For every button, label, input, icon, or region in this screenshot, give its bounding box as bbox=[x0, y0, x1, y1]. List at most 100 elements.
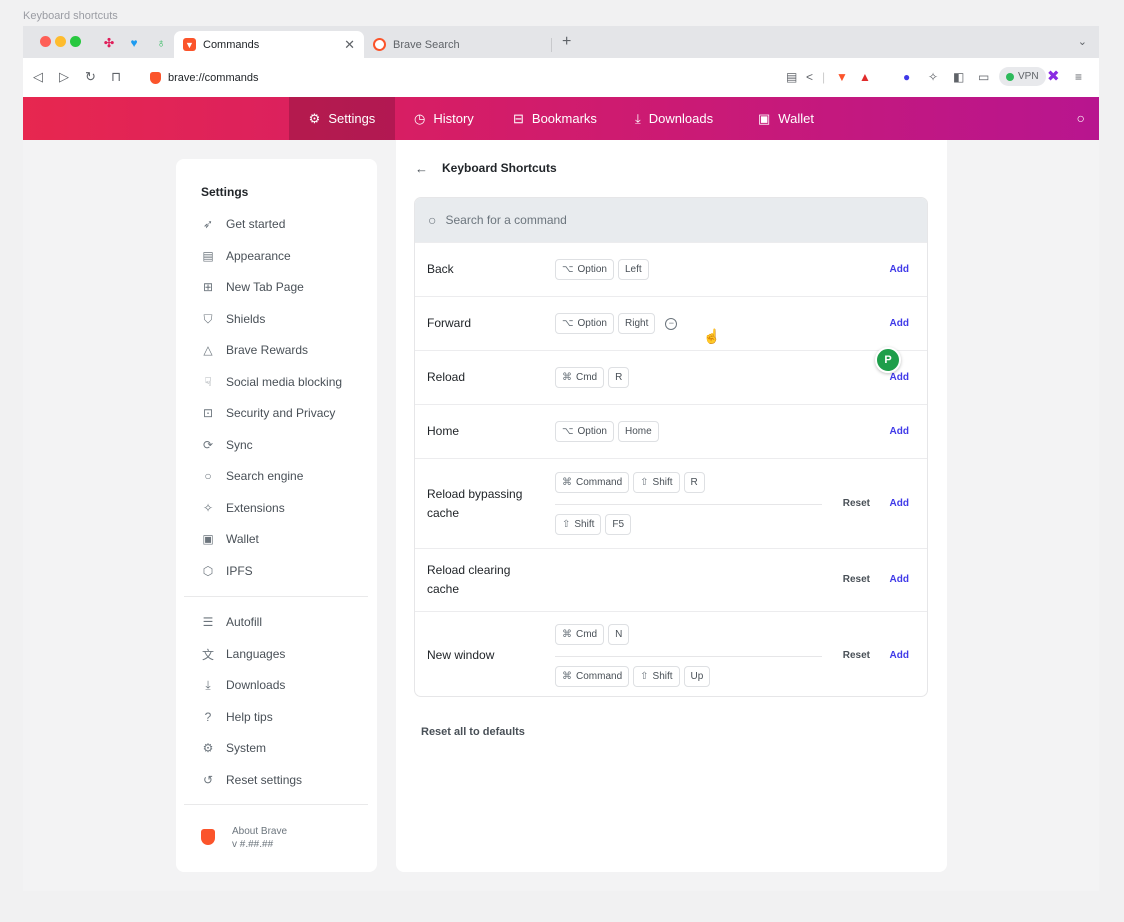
nav-label: Downloads bbox=[648, 111, 714, 126]
back-arrow-icon[interactable]: ← bbox=[415, 161, 428, 176]
key-cap: ⌥ Option bbox=[555, 259, 614, 280]
bookmark-icon: ⊟ bbox=[513, 110, 524, 126]
brave-shields-icon[interactable]: ▼ bbox=[836, 70, 848, 84]
tab-brave-search[interactable]: Brave Search bbox=[364, 31, 552, 58]
vpn-button[interactable]: VPN bbox=[999, 67, 1046, 86]
share-icon[interactable]: < bbox=[806, 70, 814, 84]
add-shortcut-button[interactable]: Add bbox=[889, 264, 909, 275]
history-icon: ◷ bbox=[414, 110, 426, 126]
reset-all-button[interactable]: Reset all to defaults bbox=[421, 726, 525, 738]
key-cap: Home bbox=[618, 421, 659, 442]
minimize-window-icon[interactable] bbox=[55, 36, 66, 47]
nav-wallet[interactable]: ▣ Wallet bbox=[758, 97, 814, 140]
reset-shortcut-button[interactable]: Reset bbox=[842, 498, 870, 509]
key-cap: F5 bbox=[605, 514, 632, 535]
remove-shortcut-icon[interactable]: − bbox=[665, 317, 678, 330]
key-cap: Up bbox=[683, 666, 711, 687]
sidebar-item-help-tips[interactable]: ? Help tips bbox=[201, 709, 273, 725]
add-shortcut-button[interactable]: Add bbox=[889, 650, 909, 661]
brave-logo-icon bbox=[201, 829, 215, 845]
nav-history[interactable]: ◷ History bbox=[414, 97, 474, 140]
shortcut[interactable]: ⌥ Option Home bbox=[555, 421, 663, 442]
pinned-tab-icon[interactable]: ♁ bbox=[156, 36, 166, 50]
tab-list-chevron-icon[interactable]: ⌄ bbox=[1077, 36, 1087, 48]
shortcut[interactable]: ⌘ Cmd N bbox=[555, 624, 633, 645]
address-bar[interactable]: brave://commands bbox=[140, 64, 886, 91]
password-manager-icon[interactable]: ● bbox=[903, 70, 911, 84]
about-brave-link[interactable]: About Brave v #.##.## bbox=[201, 826, 287, 850]
menu-icon[interactable]: ≡ bbox=[1075, 70, 1083, 84]
slack-pinned-tab-icon[interactable]: ✣ bbox=[103, 36, 115, 50]
shortcut[interactable]: ⌘ Command ⇧ Shift R bbox=[555, 472, 709, 493]
command-row-new-window: New window ⌘ Cmd N ⌘ Command ⇧ Shift Up Res… bbox=[415, 611, 927, 696]
sidebar-item-search-engine[interactable]: ○ Search engine bbox=[201, 468, 303, 484]
command-name: Reload clearing cache bbox=[427, 563, 511, 596]
tab-label: Brave Search bbox=[393, 38, 460, 51]
add-shortcut-button[interactable]: Add bbox=[889, 498, 909, 509]
sidebar-item-wallet[interactable]: ▣ Wallet bbox=[201, 531, 259, 547]
sidebar-item-system[interactable]: ⚙ System bbox=[201, 740, 266, 756]
frame-title: Keyboard shortcuts bbox=[23, 10, 118, 22]
shortcut[interactable]: ⌥ Option Left bbox=[555, 259, 653, 280]
reader-mode-icon[interactable]: ▤ bbox=[786, 70, 798, 84]
add-shortcut-button[interactable]: Add bbox=[889, 318, 909, 329]
vpn-status-icon bbox=[1006, 72, 1014, 81]
sidebar-item-extensions[interactable]: ✧ Extensions bbox=[201, 500, 285, 516]
back-arrow-icon[interactable]: ◁ bbox=[33, 69, 43, 84]
tab-separator bbox=[551, 38, 552, 52]
sidebar-icon[interactable]: ◧ bbox=[953, 70, 965, 84]
nav-bookmarks[interactable]: ⊟ Bookmarks bbox=[513, 97, 597, 140]
close-tab-icon[interactable]: ✕ bbox=[344, 36, 355, 52]
search-input[interactable]: ○ Search for a command bbox=[415, 198, 927, 242]
maximize-window-icon[interactable] bbox=[70, 36, 81, 47]
shortcut[interactable]: ⌘ Command ⇧ Shift Up bbox=[555, 666, 714, 687]
wallet-icon[interactable]: ▭ bbox=[978, 70, 990, 84]
search-icon[interactable]: ○ bbox=[1076, 110, 1085, 126]
sidebar-item-get-started[interactable]: ➶ Get started bbox=[201, 216, 285, 232]
sidebar-item-autofill[interactable]: ☰ Autofill bbox=[201, 614, 262, 630]
shortcut[interactable]: ⇧ Shift F5 bbox=[555, 514, 635, 535]
reload-icon[interactable]: ↻ bbox=[85, 69, 96, 84]
add-shortcut-button[interactable]: Add bbox=[889, 372, 909, 383]
tab-commands[interactable]: ▼ Commands ✕ bbox=[174, 31, 364, 58]
shortcut[interactable]: ⌘ Cmd R bbox=[555, 367, 633, 388]
sidebar-item-social-media-blocking[interactable]: ☟ Social media blocking bbox=[201, 374, 342, 390]
command-row-reload: Reload ⌘ Cmd R Add bbox=[415, 350, 927, 404]
avatar[interactable]: P bbox=[875, 347, 901, 373]
close-window-icon[interactable] bbox=[40, 36, 51, 47]
shortcut[interactable]: ⌥ Option Right − bbox=[555, 313, 678, 334]
sidebar-item-appearance[interactable]: ▤ Appearance bbox=[201, 248, 290, 264]
forward-arrow-icon[interactable]: ▷ bbox=[59, 69, 69, 84]
sidebar-item-shields[interactable]: ⛉ Shields bbox=[201, 311, 265, 327]
sidebar-item-languages[interactable]: 文 Languages bbox=[201, 646, 285, 662]
key-cap: ⌘ Cmd bbox=[555, 624, 605, 645]
shortcuts-table: ○ Search for a command Back ⌥ Option Left… bbox=[414, 197, 928, 697]
brave-logo-icon: ▼ bbox=[183, 38, 196, 51]
reset-shortcut-button[interactable]: Reset bbox=[842, 650, 870, 661]
sidebar-item-reset-settings[interactable]: ↺ Reset settings bbox=[201, 772, 302, 788]
command-row-reload-bypassing-cache: Reload bypassing cache ⌘ Command ⇧ Shift R… bbox=[415, 458, 927, 548]
sidebar-item-security-privacy[interactable]: ⊡ Security and Privacy bbox=[201, 405, 335, 421]
sidebar-item-downloads[interactable]: ⤓ Downloads bbox=[201, 677, 285, 693]
twitter-pinned-tab-icon[interactable]: ♥ bbox=[130, 36, 138, 50]
sidebar-item-label: Security and Privacy bbox=[226, 406, 336, 420]
sidebar-item-ipfs[interactable]: ⬡ IPFS bbox=[201, 563, 253, 579]
profile-icon[interactable]: ✖ bbox=[1047, 68, 1060, 85]
sidebar-item-sync[interactable]: ⟳ Sync bbox=[201, 437, 253, 453]
sidebar-item-brave-rewards[interactable]: △ Brave Rewards bbox=[201, 342, 308, 358]
extensions-icon[interactable]: ✧ bbox=[928, 70, 939, 84]
new-tab-button[interactable]: + bbox=[562, 33, 572, 50]
command-row-back: Back ⌥ Option Left Add bbox=[415, 242, 927, 296]
add-shortcut-button[interactable]: Add bbox=[889, 574, 909, 585]
rewards-triangle-icon[interactable]: ▲ bbox=[859, 70, 871, 84]
sidebar-item-label: Shields bbox=[226, 312, 266, 326]
search-icon: ○ bbox=[204, 469, 212, 483]
reset-shortcut-button[interactable]: Reset bbox=[842, 574, 870, 585]
sidebar-item-new-tab-page[interactable]: ⊞ New Tab Page bbox=[201, 279, 304, 295]
nav-settings[interactable]: ⚙ Settings bbox=[289, 97, 395, 140]
add-shortcut-button[interactable]: Add bbox=[889, 426, 909, 437]
command-name: Back bbox=[427, 262, 454, 276]
page-title: Keyboard Shortcuts bbox=[442, 161, 557, 175]
nav-downloads[interactable]: ⤓ Downloads bbox=[635, 97, 713, 140]
bookmark-icon[interactable]: ⊓ bbox=[111, 69, 122, 84]
